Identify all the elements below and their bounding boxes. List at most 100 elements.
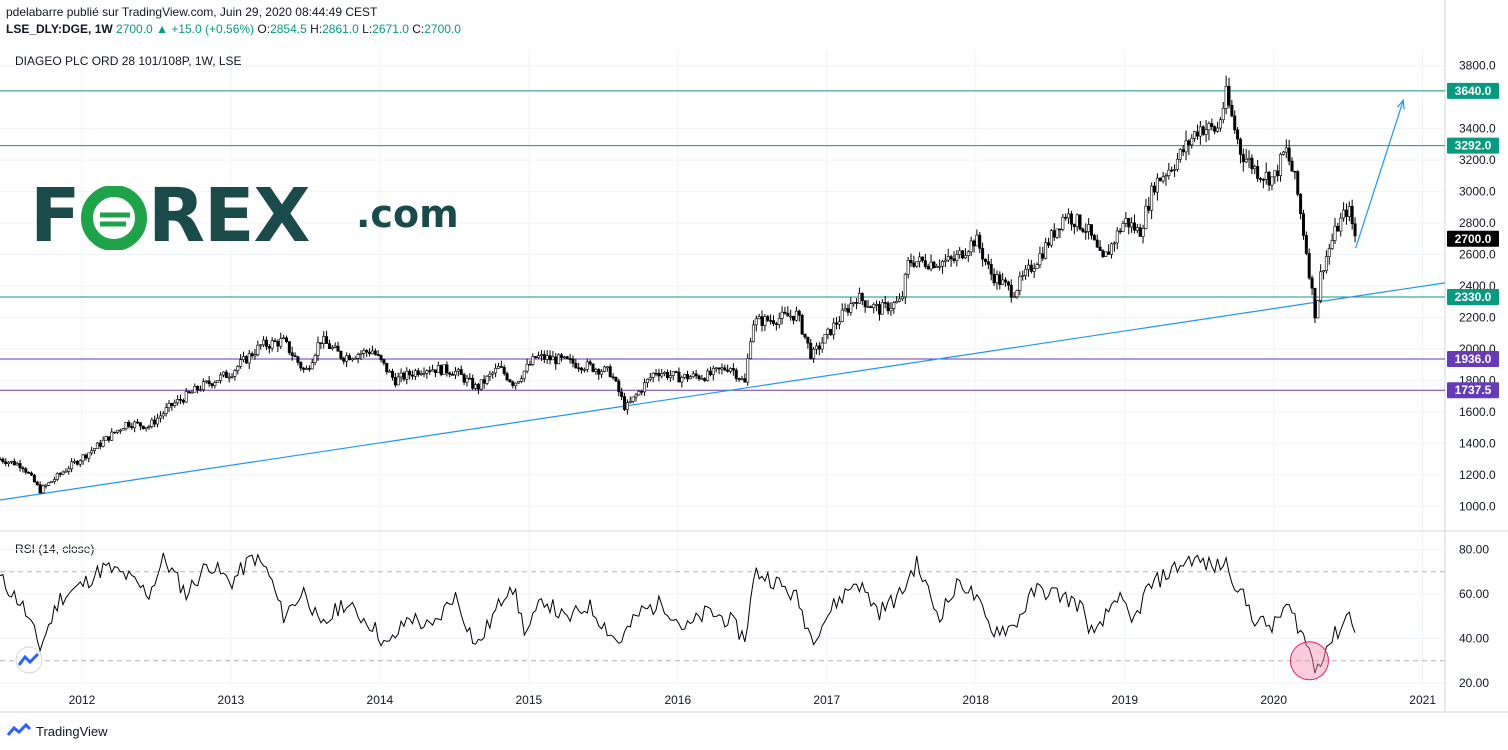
candle-body: [989, 263, 993, 275]
candle-body: [239, 359, 243, 367]
candle-body: [15, 463, 19, 466]
candle-body: [27, 472, 31, 474]
candle-body: [1339, 217, 1343, 232]
candle-body: [511, 381, 515, 386]
candle-body: [1247, 157, 1251, 160]
candle-body: [1244, 158, 1248, 163]
candle-body: [832, 322, 836, 336]
y-tick-label: 2200.0: [1459, 310, 1496, 324]
candle-body: [903, 273, 907, 298]
level-label-bg: [1447, 351, 1499, 368]
candle-body: [1052, 230, 1056, 238]
candle-body: [1316, 300, 1320, 319]
candle-body: [270, 340, 274, 349]
x-tick-label: 2014: [367, 693, 394, 707]
candle-body: [491, 372, 495, 375]
candle-body: [187, 391, 191, 393]
candle-body: [1173, 169, 1177, 171]
candle-body: [1038, 253, 1042, 266]
candle-body: [743, 378, 747, 383]
tradingview-brand: TradingView: [36, 723, 108, 739]
candle-body: [694, 373, 698, 377]
candle-body: [1064, 216, 1068, 219]
candle-body: [1121, 223, 1125, 232]
candle-body: [1147, 205, 1151, 211]
candle-body: [998, 274, 1002, 285]
candle-body: [923, 260, 927, 267]
candle-body: [21, 467, 25, 470]
candle-body: [1284, 147, 1288, 153]
candle-body: [866, 306, 870, 309]
candle-body: [1310, 277, 1314, 289]
candle-body: [1135, 227, 1139, 231]
candle-body: [250, 353, 254, 357]
candle-body: [350, 358, 354, 361]
candle-body: [786, 312, 790, 317]
candle-body: [577, 367, 581, 370]
candle-body: [1072, 223, 1076, 227]
candle-body: [425, 370, 429, 374]
candle-body: [620, 391, 624, 397]
level-label-bg: [1447, 289, 1499, 306]
candle-body: [67, 468, 71, 472]
candle-body: [517, 380, 521, 384]
candle-body: [643, 382, 647, 393]
candle-body: [803, 333, 807, 338]
candle-body: [1353, 223, 1357, 237]
candle-body: [373, 350, 377, 355]
candle-body: [451, 374, 455, 376]
candle-body: [961, 250, 965, 259]
candle-body: [310, 362, 314, 370]
candle-body: [118, 429, 122, 432]
candle-body: [534, 356, 538, 358]
candle-body: [978, 234, 982, 249]
candle-body: [95, 442, 99, 449]
candle-body: [800, 314, 804, 335]
candle-body: [196, 385, 200, 391]
projection-arrow-head: [1396, 98, 1405, 110]
rsi-tick-label: 60.00: [1459, 587, 1489, 601]
candle-body: [479, 379, 483, 390]
candle-body: [499, 366, 503, 368]
candle-body: [1204, 129, 1208, 135]
candle-body: [519, 378, 523, 382]
candle-body: [342, 357, 346, 362]
candle-body: [1078, 214, 1082, 230]
candle-body: [1233, 115, 1237, 131]
candle-body: [167, 402, 171, 409]
candle-body: [774, 323, 778, 325]
candle-body: [840, 309, 844, 322]
candle-body: [545, 355, 549, 360]
candle-body: [1344, 209, 1348, 217]
candle-body: [399, 372, 403, 378]
rsi-line: [0, 552, 1356, 674]
candle-body: [949, 256, 953, 260]
candle-body: [236, 366, 240, 371]
candle-body: [855, 302, 859, 304]
candle-body: [852, 302, 856, 304]
tradingview-footer[interactable]: TradingView: [6, 723, 108, 739]
candle-body: [296, 356, 300, 363]
candle-body: [637, 391, 641, 396]
candle-body: [302, 367, 306, 370]
candle-body: [614, 377, 618, 382]
candle-body: [952, 258, 956, 262]
candle-body: [1330, 240, 1334, 249]
candle-body: [287, 341, 291, 354]
candle-body: [912, 262, 916, 267]
y-tick-label: 1000.0: [1459, 499, 1496, 513]
candle-body: [1250, 157, 1254, 170]
candle-body: [1144, 205, 1148, 229]
candle-body: [1201, 126, 1205, 135]
candle-body: [242, 356, 246, 361]
candle-body: [820, 342, 824, 350]
candle-body: [843, 308, 847, 311]
candle-body: [144, 426, 148, 430]
candle-body: [87, 452, 91, 459]
candle-body: [1092, 235, 1096, 241]
candle-body: [1218, 119, 1222, 129]
candle-body: [1047, 242, 1051, 246]
candle-body: [932, 261, 936, 269]
candle-body: [104, 436, 108, 441]
